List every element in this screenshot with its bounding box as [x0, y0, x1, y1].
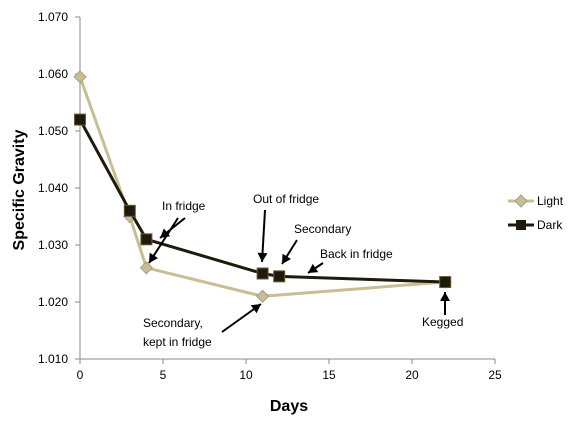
y-tick-label: 1.050 [38, 124, 68, 138]
y-axis-title: Specific Gravity [11, 129, 28, 250]
series-line-light [78, 76, 446, 298]
annotation-arrow-head [250, 304, 261, 314]
annotation-kegged: Kegged [422, 315, 463, 329]
annotation-arrow-head [308, 263, 319, 273]
legend-item-dark: Dark [508, 218, 563, 232]
x-tick-labels: 0 5 10 15 20 25 [77, 368, 502, 382]
data-point-light [256, 289, 270, 303]
series-line-dark [78, 118, 446, 284]
data-point-light [139, 261, 153, 275]
annotation-back-in-fridge: Back in fridge [320, 247, 393, 261]
annotation-in-fridge: In fridge [162, 199, 206, 213]
data-point-dark [140, 233, 153, 246]
legend-label-light: Light [537, 194, 564, 208]
x-tick-label: 15 [322, 368, 336, 382]
data-point-dark [273, 270, 286, 283]
data-point-dark [439, 276, 452, 289]
annotation-arrow-head [440, 292, 450, 301]
axes [75, 16, 496, 364]
legend-marker-light [514, 194, 528, 208]
y-tick-label: 1.010 [38, 352, 68, 366]
legend-marker-dark [516, 220, 526, 230]
y-tick-label: 1.020 [38, 295, 68, 309]
annotation-arrow-head [160, 228, 171, 238]
legend-label-dark: Dark [537, 218, 563, 232]
y-tick-labels: 1.010 1.020 1.030 1.040 1.050 1.060 1.070 [38, 10, 68, 366]
annotation-arrow-head [149, 252, 159, 263]
annotation-secondary: Secondary [294, 222, 351, 236]
series-group [73, 70, 452, 303]
x-axis-title: Days [270, 398, 308, 415]
annotations: In fridge Out of fridge Secondary Back i… [143, 192, 463, 349]
annotation-out-of-fridge: Out of fridge [253, 192, 319, 206]
annotation-secondary-kept-line1: Secondary, [143, 316, 203, 330]
annotation-arrows [148, 209, 450, 333]
x-tick-label: 20 [405, 368, 419, 382]
annotation-arrow-head [282, 253, 292, 264]
annotation-arrow-head [257, 252, 268, 262]
x-tick-label: 25 [488, 368, 502, 382]
data-point-dark [74, 113, 86, 126]
data-point-dark [256, 267, 269, 280]
y-tick-label: 1.040 [38, 181, 68, 195]
legend: Light Dark [508, 194, 564, 232]
y-tick-label: 1.070 [38, 10, 68, 24]
data-point-dark [123, 204, 136, 217]
legend-item-light: Light [508, 194, 564, 208]
y-tick-label: 1.030 [38, 238, 68, 252]
y-tick-label: 1.060 [38, 67, 68, 81]
x-tick-label: 5 [160, 368, 167, 382]
data-point-light [73, 70, 87, 84]
x-tick-label: 10 [239, 368, 253, 382]
annotation-secondary-kept-line2: kept in fridge [143, 335, 212, 349]
x-tick-label: 0 [77, 368, 84, 382]
